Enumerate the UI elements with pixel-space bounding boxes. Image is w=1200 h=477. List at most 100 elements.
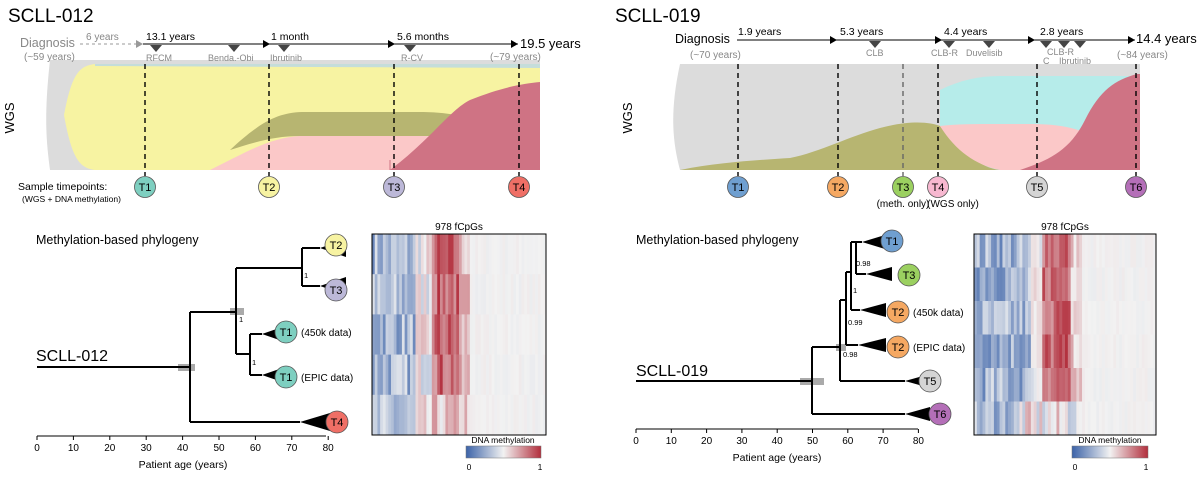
heatmap-cell (516, 354, 520, 396)
right-tip-note-450k: (450k data) (913, 308, 964, 319)
heatmap-cell (475, 314, 479, 355)
heatmap-cell (1042, 401, 1046, 436)
heatmap-cell (1116, 301, 1120, 335)
heatmap-cell (442, 234, 446, 275)
heatmap-cell (1059, 267, 1063, 302)
heatmap-cell (469, 274, 473, 315)
heatmap-cell (1073, 401, 1077, 436)
heatmap-cell (1107, 234, 1111, 268)
heatmap-cell (1070, 401, 1074, 436)
heatmap-cell (399, 314, 403, 355)
heatmap-cell (1070, 234, 1074, 268)
treatment-marker-icon (278, 45, 290, 52)
heatmap-cell (1022, 401, 1026, 436)
right-phylo-tip-t1: T1 (886, 236, 899, 248)
right-legend-min: 0 (1073, 462, 1078, 472)
heatmap-cell (467, 234, 471, 275)
heatmap-cell (1121, 301, 1126, 335)
heatmap-cell (1082, 301, 1086, 335)
heatmap-cell (429, 354, 433, 396)
heatmap-cell (526, 274, 530, 315)
heatmap-cell (1130, 234, 1134, 268)
heatmap-cell (988, 334, 992, 369)
heatmap-cell (535, 394, 539, 436)
left-timepoints: T1 T2 T3 T4 (134, 176, 530, 198)
heatmap-cell (1127, 334, 1131, 369)
heatmap-cell (1033, 301, 1037, 335)
heatmap-cell (426, 354, 430, 396)
heatmap-cell (1127, 234, 1131, 268)
heatmap-cell (391, 394, 395, 436)
heatmap-cell (1039, 334, 1043, 369)
left-treatment-0: RFCM (146, 53, 172, 63)
right-tick-3: 30 (736, 436, 748, 447)
heatmap-cell (996, 267, 1000, 302)
heatmap-cell (1104, 301, 1108, 335)
heatmap-cell (396, 234, 400, 275)
heatmap-cell (1144, 334, 1148, 369)
heatmap-cell (450, 274, 454, 315)
heatmap-cell (526, 394, 530, 436)
heatmap-cell (483, 234, 487, 275)
heatmap-cell (1025, 368, 1029, 402)
right-phylo-tip-t2b: T2 (892, 342, 905, 354)
heatmap-cell (497, 274, 501, 315)
heatmap-cell (396, 354, 400, 396)
heatmap-cell (1008, 401, 1012, 436)
heatmap-cell (1096, 267, 1100, 302)
heatmap-cell (1121, 334, 1126, 369)
heatmap-cell (524, 314, 528, 355)
heatmap-cell (991, 267, 995, 302)
heatmap-cell (1019, 301, 1023, 335)
heatmap-cell (1073, 234, 1077, 268)
heatmap-cell (410, 314, 414, 355)
heatmap-cell (499, 354, 503, 396)
heatmap-cell (999, 401, 1003, 436)
heatmap-cell (1082, 334, 1086, 369)
left-tick-2: 20 (104, 443, 116, 454)
heatmap-cell (1067, 401, 1071, 436)
heatmap-cell (431, 394, 435, 436)
right-legend-bar (1071, 445, 1149, 459)
heatmap-cell (401, 274, 405, 315)
heatmap-cell (1090, 334, 1094, 369)
heatmap-cell (993, 234, 998, 268)
left-tp-circle-t2 (258, 176, 280, 198)
left-interval-2: 1 month (271, 31, 309, 43)
right-treatment-3: CLB-R (1047, 47, 1075, 57)
heatmap-cell (372, 354, 376, 396)
heatmap-cell (976, 334, 980, 369)
heatmap-cell (1110, 234, 1114, 268)
left-support-0: 1 (304, 271, 308, 280)
right-tp-t3: T3 (897, 182, 910, 194)
heatmap-cell (1019, 267, 1023, 302)
heatmap-cell (1073, 334, 1077, 369)
heatmap-cell (431, 354, 435, 396)
heatmap-cell (1013, 301, 1017, 335)
heatmap-cell (393, 354, 397, 396)
heatmap-cell (1141, 301, 1145, 335)
heatmap-cell (982, 368, 986, 402)
heatmap-cell (979, 234, 983, 268)
left-tp-t4: T4 (513, 182, 526, 194)
heatmap-cell (1116, 368, 1120, 402)
right-phylo-tip-t2a: T2 (892, 307, 905, 319)
left-tick-5: 50 (213, 443, 225, 454)
heatmap-cell (1087, 267, 1091, 302)
heatmap-cell (1116, 267, 1120, 302)
heatmap-cell (1042, 234, 1046, 268)
heatmap-cell (1093, 334, 1097, 369)
heatmap-cell (415, 354, 419, 396)
left-phylogeny: Methylation-based phylogeny (36, 233, 353, 434)
heatmap-cell (1133, 267, 1137, 302)
heatmap-cell (1036, 234, 1040, 268)
heatmap-cell (1067, 368, 1071, 402)
heatmap-cell (1124, 401, 1128, 436)
heatmap-cell (985, 234, 989, 268)
heatmap-cell (472, 234, 476, 275)
heatmap-cell (478, 274, 482, 315)
right-phylogeny: Methylation-based phylogeny (636, 229, 965, 426)
heatmap-cell (1036, 401, 1040, 436)
heatmap-cell (404, 354, 408, 396)
